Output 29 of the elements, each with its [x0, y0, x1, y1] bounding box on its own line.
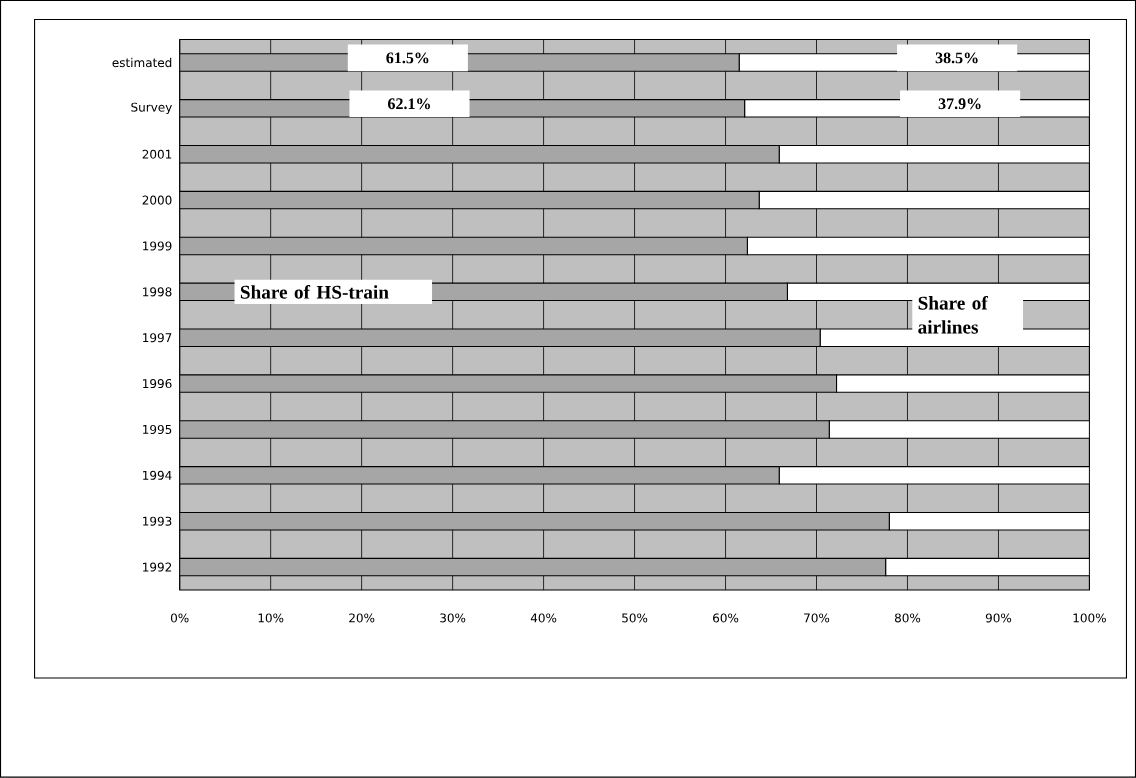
x-tick-label: 40%	[530, 613, 557, 623]
x-tick-label: 70%	[804, 613, 830, 623]
data-label: 61.5%	[386, 52, 429, 64]
y-tick-label: 2000	[142, 195, 172, 205]
annotation: Share of HS-train	[240, 285, 389, 299]
y-tick-label: 1995	[143, 425, 172, 435]
data-label: 37.9%	[938, 98, 981, 110]
y-tick-label: 1996	[143, 379, 172, 389]
y-tick-label: 1999	[143, 241, 172, 251]
x-tick-label: 20%	[349, 613, 375, 623]
x-tick-label: 90%	[985, 613, 1012, 623]
y-tick-label: 2001	[142, 149, 172, 159]
y-tick-label: Survey	[131, 102, 172, 115]
y-tick-label: 1993	[143, 516, 172, 526]
data-label: 38.5%	[935, 52, 978, 64]
y-tick-label: estimated	[112, 58, 172, 68]
data-label: 62.1%	[388, 98, 430, 110]
y-tick-label: 1994	[143, 470, 172, 481]
x-tick-label: 50%	[622, 613, 648, 623]
x-tick-label: 60%	[713, 613, 739, 623]
x-tick-label: 100%	[1073, 613, 1106, 623]
x-tick-label: 10%	[258, 613, 284, 623]
x-tick-label: 80%	[894, 613, 921, 623]
y-tick-label: 1997	[143, 333, 172, 343]
y-tick-label: 1998	[143, 287, 172, 297]
x-tick-label: 0%	[170, 613, 189, 623]
annotation: Share of airlines	[918, 296, 988, 334]
y-tick-label: 1992	[143, 562, 172, 572]
x-tick-label: 30%	[440, 613, 466, 623]
